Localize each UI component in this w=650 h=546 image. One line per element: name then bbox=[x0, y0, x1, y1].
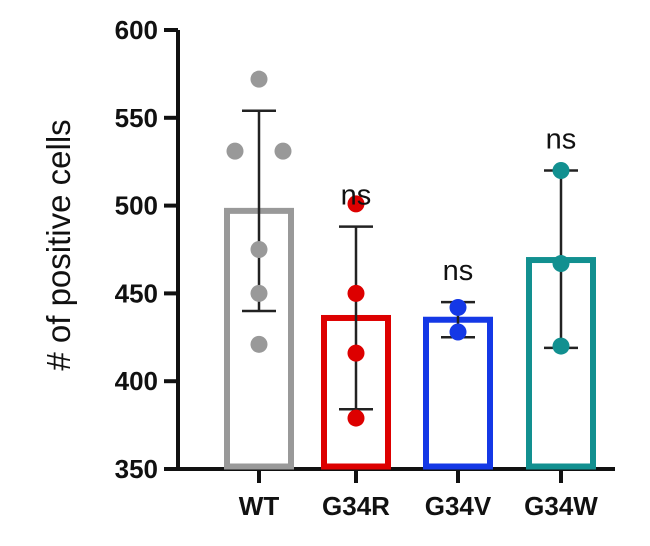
y-tick-label: 450 bbox=[115, 278, 158, 308]
category-labels: WT G34R G34V G34W bbox=[239, 491, 599, 521]
data-point bbox=[347, 284, 365, 302]
y-axis-title: # of positive cells bbox=[40, 119, 77, 370]
points-layer bbox=[226, 70, 570, 427]
data-point bbox=[552, 337, 570, 355]
x-tick-label: G34V bbox=[425, 491, 492, 521]
x-tick-label: WT bbox=[239, 491, 280, 521]
significance-label: ns bbox=[341, 180, 372, 212]
x-axis bbox=[176, 467, 615, 483]
data-point bbox=[347, 195, 365, 213]
data-point bbox=[552, 161, 570, 179]
data-point bbox=[347, 344, 365, 362]
data-point bbox=[347, 409, 365, 427]
bars-layer bbox=[224, 207, 596, 470]
data-point bbox=[552, 255, 570, 273]
significance-layer: ns ns ns bbox=[341, 123, 577, 287]
data-point bbox=[274, 142, 292, 160]
data-point bbox=[250, 284, 268, 302]
bar bbox=[423, 316, 493, 470]
x-tick-label: G34W bbox=[524, 491, 598, 521]
y-axis: 350 400 450 500 550 600 bbox=[115, 15, 180, 484]
data-point bbox=[250, 241, 268, 258]
y-tick-label: 550 bbox=[115, 103, 158, 133]
y-tick-label: 400 bbox=[115, 366, 158, 396]
significance-label: ns bbox=[443, 255, 474, 287]
data-point bbox=[250, 70, 268, 88]
x-tick-label: G34R bbox=[322, 491, 390, 521]
y-tick-label: 350 bbox=[115, 454, 158, 484]
y-tick-label: 600 bbox=[115, 15, 158, 45]
data-point bbox=[449, 323, 467, 341]
data-point bbox=[226, 142, 244, 160]
data-point bbox=[449, 298, 467, 316]
significance-label: ns bbox=[546, 123, 577, 155]
y-tick-label: 500 bbox=[115, 191, 158, 221]
data-point bbox=[250, 335, 268, 353]
